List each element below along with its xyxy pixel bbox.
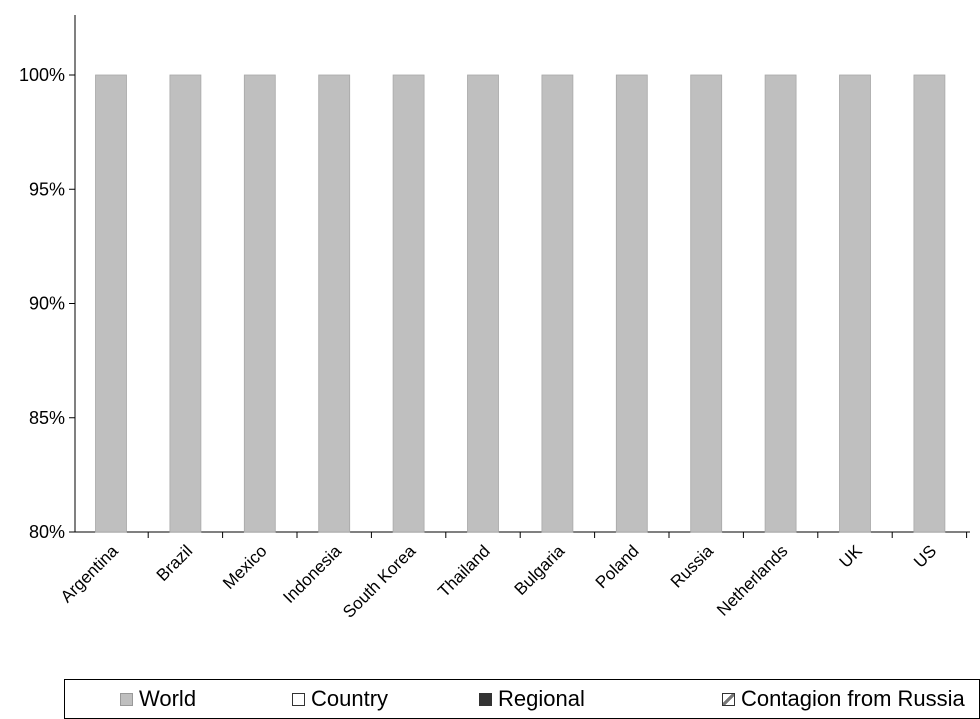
x-category-label: Russia bbox=[667, 541, 718, 592]
y-tick-label: 80% bbox=[29, 522, 65, 542]
legend: World Country Regional Contagion from Ru… bbox=[64, 679, 980, 719]
axes bbox=[69, 15, 970, 538]
bar-world bbox=[467, 74, 499, 533]
bar-world bbox=[839, 74, 871, 533]
y-tick-label: 90% bbox=[29, 294, 65, 314]
bar-world bbox=[541, 74, 574, 533]
bar-world bbox=[243, 74, 276, 533]
x-category-label: Argentina bbox=[57, 541, 122, 606]
x-category-label: US bbox=[910, 541, 940, 571]
legend-swatch-world bbox=[120, 692, 133, 706]
bar-world bbox=[615, 74, 648, 533]
legend-label-contagion: Contagion from Russia bbox=[741, 686, 965, 711]
x-category-label: Brazil bbox=[153, 541, 196, 584]
x-category-label: Bulgaria bbox=[511, 541, 569, 599]
x-category-label: South Korea bbox=[339, 541, 420, 622]
x-category-label: Thailand bbox=[434, 541, 494, 601]
legend-label-world: World bbox=[139, 686, 197, 711]
bar-world bbox=[764, 74, 797, 533]
bar-world bbox=[913, 74, 946, 533]
legend-swatch-country bbox=[292, 692, 305, 706]
legend-swatch-regional bbox=[479, 692, 492, 706]
x-category-label: Indonesia bbox=[279, 541, 345, 607]
bar-world bbox=[95, 74, 127, 533]
y-tick-label: 100% bbox=[19, 65, 65, 85]
y-tick-label: 95% bbox=[29, 179, 65, 199]
x-category-label: Mexico bbox=[219, 541, 271, 593]
legend-label-regional: Regional bbox=[498, 686, 585, 711]
legend-swatch-contagion bbox=[722, 692, 735, 706]
legend-item-contagion: Contagion from Russia bbox=[722, 686, 965, 712]
x-category-label: Poland bbox=[592, 541, 643, 592]
bar-world bbox=[318, 74, 351, 533]
legend-item-country: Country bbox=[292, 686, 388, 712]
bars-group bbox=[95, 74, 946, 533]
legend-label-country: Country bbox=[311, 686, 389, 711]
bar-world bbox=[690, 74, 723, 533]
bar-world bbox=[392, 74, 425, 533]
legend-item-regional: Regional bbox=[479, 686, 585, 712]
x-category-label: Netherlands bbox=[713, 541, 791, 619]
bar-world bbox=[169, 74, 202, 533]
y-tick-label: 85% bbox=[29, 408, 65, 428]
x-category-label: UK bbox=[836, 541, 867, 572]
y-axis-labels: 80% 85% 90% 95% 100% bbox=[19, 65, 65, 542]
legend-item-world: World bbox=[120, 686, 196, 712]
